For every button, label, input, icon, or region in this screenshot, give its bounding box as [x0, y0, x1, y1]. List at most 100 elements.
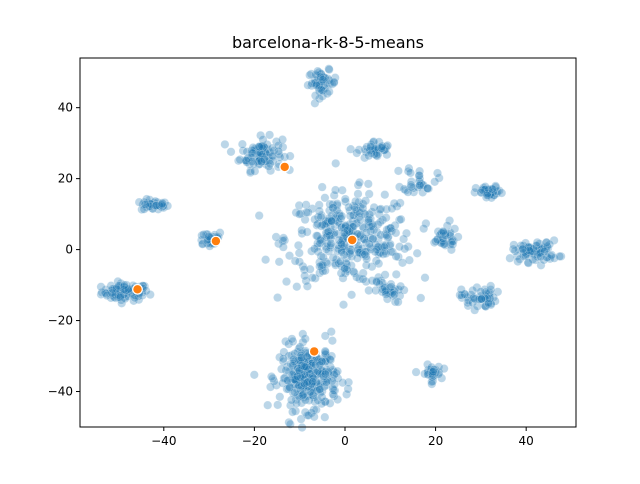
data-point [308, 364, 318, 374]
data-point [340, 194, 350, 204]
data-point [295, 359, 305, 369]
data-point [372, 245, 382, 255]
data-point [255, 142, 265, 152]
data-point [406, 180, 416, 190]
data-point [261, 149, 271, 159]
data-point [373, 144, 383, 154]
data-point [271, 137, 281, 147]
data-point [292, 369, 302, 379]
data-point [481, 301, 491, 311]
data-point [414, 171, 424, 181]
data-point [310, 397, 320, 407]
data-point [363, 216, 373, 226]
data-point [285, 383, 295, 393]
data-point [102, 290, 112, 300]
data-point [357, 244, 367, 254]
data-point [375, 205, 385, 215]
data-point [386, 247, 396, 257]
data-point [256, 148, 266, 158]
data-point [298, 370, 308, 380]
data-point [334, 229, 344, 239]
data-point [296, 381, 306, 391]
data-point [436, 228, 446, 238]
data-point [315, 360, 325, 370]
data-point [311, 360, 321, 370]
data-point [391, 269, 401, 279]
data-point [440, 239, 450, 249]
data-point [361, 196, 371, 206]
data-point [294, 248, 304, 258]
data-point [361, 277, 371, 287]
data-point [325, 199, 335, 209]
data-point [425, 365, 435, 375]
data-point [295, 372, 305, 382]
data-point [534, 244, 544, 254]
data-point [334, 235, 344, 245]
data-point [326, 230, 336, 240]
data-point [145, 195, 155, 205]
data-point [339, 250, 349, 260]
data-point [293, 362, 303, 372]
data-point [529, 249, 539, 259]
data-point [431, 365, 441, 375]
data-point [321, 228, 331, 238]
data-point [377, 143, 387, 153]
data-point [481, 187, 491, 197]
data-point [264, 155, 274, 165]
data-point [249, 159, 259, 169]
data-point [297, 360, 307, 370]
data-point [323, 376, 333, 386]
data-point [197, 231, 207, 241]
data-point [349, 210, 359, 220]
data-point [286, 377, 296, 387]
data-point [316, 69, 326, 79]
data-point [318, 91, 328, 101]
data-point [381, 286, 391, 296]
data-point [364, 221, 374, 231]
data-point [371, 256, 381, 266]
data-point [330, 210, 340, 220]
data-point [321, 216, 331, 226]
data-point [275, 392, 285, 402]
data-point [278, 242, 288, 252]
data-point [474, 294, 484, 304]
data-point [345, 247, 355, 257]
data-point [482, 190, 492, 200]
data-point [387, 247, 397, 257]
data-point [281, 336, 291, 346]
data-point [381, 289, 391, 299]
data-point [476, 294, 486, 304]
data-point [423, 369, 433, 379]
data-point [354, 212, 364, 222]
data-point [261, 156, 271, 166]
data-point [261, 148, 271, 158]
data-point [121, 285, 131, 295]
data-point [293, 363, 303, 373]
data-point [432, 235, 442, 245]
data-point [305, 381, 315, 391]
data-point [510, 246, 520, 256]
data-point [330, 185, 340, 195]
data-point [422, 183, 432, 193]
data-point [342, 253, 352, 263]
data-point [294, 209, 304, 219]
data-point [299, 377, 309, 387]
data-point [251, 145, 261, 155]
data-point [111, 293, 121, 303]
data-point [101, 289, 111, 299]
data-point [296, 353, 306, 363]
data-point [376, 204, 386, 214]
data-point [269, 376, 279, 386]
data-point [485, 288, 495, 298]
data-point [323, 74, 333, 84]
data-point [385, 223, 395, 233]
data-point [323, 369, 333, 379]
data-point [288, 407, 298, 417]
data-point [419, 224, 429, 234]
data-point [314, 357, 324, 367]
data-point [428, 372, 438, 382]
data-point [292, 375, 302, 385]
data-point [497, 188, 507, 198]
data-point [346, 260, 356, 270]
data-point [509, 240, 519, 250]
